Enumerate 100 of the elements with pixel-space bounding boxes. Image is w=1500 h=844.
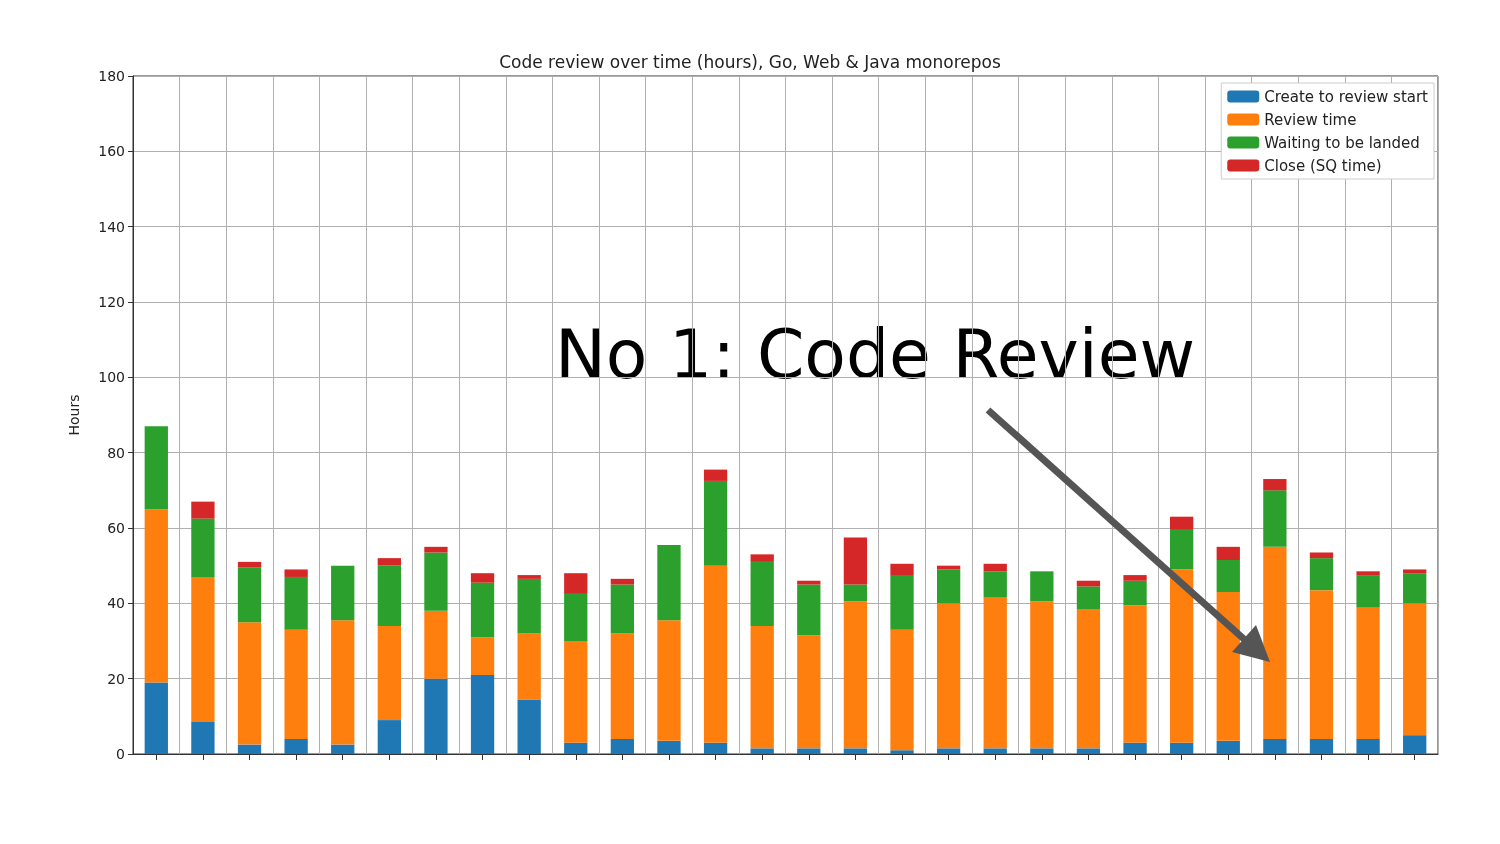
legend-label: Waiting to be landed <box>1264 133 1420 152</box>
bar <box>890 750 914 754</box>
bar <box>1403 603 1427 736</box>
bar <box>983 563 1007 572</box>
bar <box>1263 490 1287 547</box>
bar <box>936 569 961 604</box>
y-axis-title: Hours <box>66 394 82 436</box>
bar <box>144 426 168 510</box>
bar <box>564 593 588 641</box>
bar <box>1263 479 1287 491</box>
bar <box>377 720 401 754</box>
bar <box>144 509 168 683</box>
bar <box>657 740 681 754</box>
y-tick-label: 40 <box>107 595 125 612</box>
bar <box>564 641 588 743</box>
y-tick-label: 160 <box>98 143 125 160</box>
bar <box>1170 569 1194 743</box>
y-tick-label: 120 <box>98 294 125 310</box>
bar <box>936 748 961 754</box>
bar <box>843 748 868 754</box>
bar <box>517 575 541 579</box>
legend-label: Create to review start <box>1264 87 1429 106</box>
bar <box>703 565 728 743</box>
bar <box>191 721 215 754</box>
bar <box>1170 516 1194 530</box>
bar <box>1263 738 1287 754</box>
bar <box>470 573 495 583</box>
bar <box>610 584 635 634</box>
bar <box>1216 592 1240 741</box>
bar <box>843 537 868 585</box>
chart-title: Code review over time (hours), Go, Web & Java monorepos <box>499 51 1001 72</box>
bar <box>424 552 448 611</box>
bar <box>237 567 262 623</box>
bar <box>424 546 448 553</box>
bar <box>1076 586 1101 609</box>
bar <box>517 633 541 700</box>
bar <box>237 622 262 745</box>
legend-label: Review time <box>1264 110 1357 129</box>
bar <box>657 620 681 741</box>
bar <box>331 744 355 754</box>
bar <box>517 578 541 634</box>
bar <box>1076 608 1101 749</box>
bar <box>983 571 1007 598</box>
bar <box>750 625 774 749</box>
bar <box>144 682 168 754</box>
bar <box>703 469 728 481</box>
bar <box>331 620 355 745</box>
bar <box>191 501 215 519</box>
bar <box>284 569 308 577</box>
bar <box>470 674 495 754</box>
bar <box>1216 546 1240 561</box>
bar <box>1309 590 1334 739</box>
bar <box>377 558 401 566</box>
bar <box>1030 571 1054 602</box>
bar <box>703 742 728 754</box>
bar <box>1030 748 1054 754</box>
bar <box>1309 558 1334 591</box>
bar <box>1403 573 1427 604</box>
bar <box>890 563 914 576</box>
bar <box>610 578 635 585</box>
bar <box>1170 742 1194 754</box>
bar <box>1309 738 1334 754</box>
bar <box>797 584 821 636</box>
bar <box>1263 546 1287 739</box>
bar <box>750 748 774 754</box>
bar <box>983 748 1007 754</box>
bar <box>1216 560 1240 593</box>
bar <box>284 629 308 739</box>
bar <box>610 738 635 754</box>
bar <box>610 633 635 739</box>
bar <box>284 738 308 754</box>
bar <box>797 635 821 749</box>
bar <box>1123 575 1147 581</box>
bar <box>1309 552 1334 559</box>
bar <box>237 744 262 754</box>
bar <box>797 748 821 754</box>
bar <box>1356 738 1380 754</box>
bar <box>517 699 541 754</box>
bar <box>843 584 868 602</box>
bar <box>1356 575 1380 608</box>
y-tick-label: 100 <box>98 369 125 386</box>
y-tick-label: 180 <box>98 68 125 84</box>
bar <box>470 582 495 638</box>
bar <box>703 480 728 566</box>
bar <box>983 597 1007 749</box>
bar <box>750 554 774 562</box>
bar <box>797 580 821 585</box>
bar <box>1356 571 1380 576</box>
y-tick-label: 140 <box>98 218 125 235</box>
bar <box>1123 580 1147 606</box>
y-tick-label: 20 <box>107 670 125 687</box>
bar <box>377 565 401 626</box>
bar <box>1030 601 1054 749</box>
bar <box>1170 529 1194 570</box>
bar <box>191 576 215 722</box>
bar <box>1356 607 1380 739</box>
bar <box>331 565 355 621</box>
bar <box>750 561 774 626</box>
bar <box>564 742 588 754</box>
bar <box>1403 735 1427 754</box>
